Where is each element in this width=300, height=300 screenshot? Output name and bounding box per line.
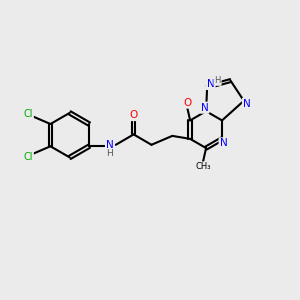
Text: O: O: [183, 98, 191, 108]
Text: N: N: [207, 79, 214, 89]
Text: Cl: Cl: [23, 109, 33, 118]
Text: N: N: [201, 103, 208, 112]
Text: N: N: [220, 138, 227, 148]
Text: CH₃: CH₃: [195, 162, 211, 171]
Text: N: N: [106, 140, 114, 150]
Text: H: H: [106, 149, 113, 158]
Text: H: H: [214, 76, 221, 85]
Text: N: N: [243, 99, 251, 109]
Text: O: O: [130, 110, 138, 120]
Text: Cl: Cl: [23, 152, 33, 162]
